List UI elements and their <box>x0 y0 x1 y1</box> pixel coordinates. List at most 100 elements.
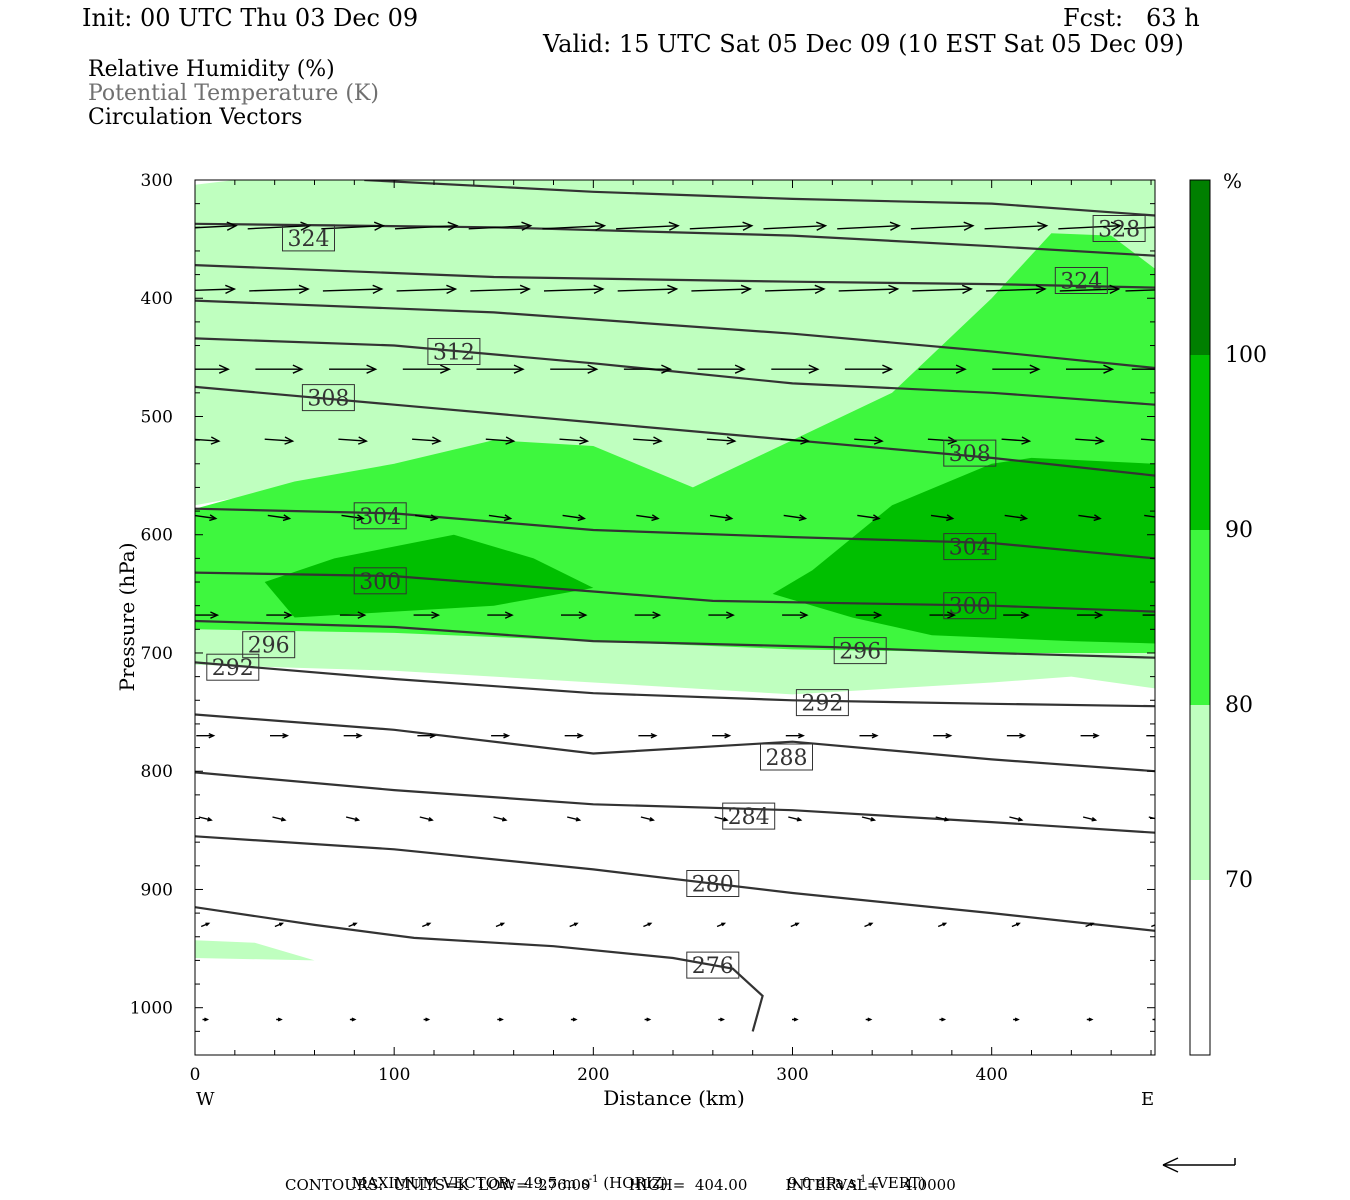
vert-vector-text: 9.0 dPa s <box>787 1174 857 1192</box>
circulation-vector <box>1142 614 1155 616</box>
circulation-vector <box>249 284 310 295</box>
circulation-vector <box>910 221 975 231</box>
circulation-vector <box>771 364 820 374</box>
circulation-vector <box>709 514 734 522</box>
circulation-vector <box>697 364 746 374</box>
colorbar-bin-80 <box>1190 530 1210 705</box>
circulation-vector <box>195 436 221 445</box>
svg-text:276: 276 <box>692 954 734 979</box>
circulation-vector <box>491 732 511 739</box>
circulation-vector <box>1146 735 1155 737</box>
circulation-vector <box>476 364 525 374</box>
svg-text:328: 328 <box>1098 218 1140 243</box>
circulation-vector <box>708 611 735 619</box>
circulation-vector <box>689 221 754 231</box>
circulation-vector <box>716 922 727 928</box>
colorbar-label-80: 80 <box>1225 693 1253 718</box>
circulation-vector <box>1125 289 1155 292</box>
circulation-vector <box>1151 924 1155 928</box>
circulation-vector <box>195 221 238 231</box>
y-tick-label: 900 <box>141 880 173 900</box>
circulation-vector <box>1009 816 1024 822</box>
circulation-vector <box>321 221 386 231</box>
vert-vector-note: 9.0 dPa s-1 (VERT) <box>778 1156 926 1192</box>
y-tick-label: 600 <box>141 526 173 546</box>
contour-label-292: 292 <box>795 689 849 717</box>
circulation-vector <box>1131 368 1155 370</box>
circulation-vector <box>274 922 284 928</box>
circulation-vector <box>638 732 658 739</box>
circulation-vector <box>691 284 753 295</box>
circulation-vector <box>854 436 884 445</box>
y-tick-label: 700 <box>141 644 173 664</box>
circulation-vector <box>202 1017 210 1022</box>
colorbar-label-100: 100 <box>1225 343 1267 368</box>
x-axis-title: Distance (km) <box>603 1086 745 1110</box>
circulation-vector <box>255 364 304 374</box>
theta-contour-316 <box>195 299 1155 370</box>
theta-contour-320 <box>195 264 1155 289</box>
circulation-vector <box>937 922 948 928</box>
circulation-vector <box>929 611 957 619</box>
contour-label-324: 324 <box>1054 267 1108 295</box>
rh-region-90-100-4 <box>772 457 1155 644</box>
contour-label-288: 288 <box>760 743 813 771</box>
y-axis-title: Pressure (hPa) <box>115 543 139 692</box>
contour-label-308: 308 <box>301 384 355 412</box>
svg-text:284: 284 <box>728 805 770 830</box>
colorbar-label-90: 90 <box>1225 518 1253 543</box>
svg-text:312: 312 <box>433 341 475 366</box>
theta-contour-312 <box>195 337 1155 406</box>
circulation-vector <box>564 732 584 739</box>
vert-vector-tail: (VERT) <box>866 1174 926 1192</box>
colorbar: % 100 90 80 70 <box>1189 169 1267 1056</box>
circulation-vector <box>617 284 679 295</box>
circulation-vector <box>1075 436 1105 445</box>
circulation-vector <box>790 922 800 928</box>
circulation-vector <box>266 611 293 619</box>
circulation-vector <box>402 364 452 374</box>
circulation-vector <box>933 732 953 739</box>
circulation-vector <box>992 364 1041 374</box>
max-vector-text: MAXIMUM VECTOR: 49.5 m s <box>351 1174 589 1192</box>
colorbar-bin-90 <box>1190 355 1210 530</box>
circulation-vector <box>422 922 432 928</box>
contour-label-328: 328 <box>1092 215 1146 243</box>
circulation-vector <box>986 284 1047 295</box>
circulation-vector <box>267 514 292 522</box>
circulation-vector <box>493 816 508 822</box>
circulation-vector <box>782 611 809 619</box>
circulation-vector <box>470 284 531 295</box>
theta-contour-288 <box>195 713 1155 773</box>
circulation-vector <box>616 221 680 231</box>
circulation-vector <box>633 436 663 445</box>
circulation-vector <box>1082 816 1098 822</box>
circulation-vector <box>497 1017 504 1022</box>
svg-text:288: 288 <box>766 746 808 771</box>
forecast-hour: Fcst: 63 h <box>1063 4 1200 32</box>
circulation-vector <box>1148 816 1155 820</box>
circulation-vector <box>1076 611 1104 619</box>
circulation-vector <box>1004 514 1029 522</box>
contour-label-276: 276 <box>686 951 740 979</box>
circulation-vector <box>322 284 384 295</box>
circulation-vector <box>718 1017 726 1022</box>
circulation-vector <box>1140 438 1155 441</box>
circulation-vector <box>570 1017 578 1022</box>
theta-contour-328 <box>364 180 1155 217</box>
circulation-vector <box>276 1017 283 1022</box>
circulation-vector <box>1011 922 1021 928</box>
reference-vector-arrow-icon <box>1162 1157 1236 1173</box>
contours-note: CONTOURS: UNITS=K LOW= 276.00 HIGH= 404.… <box>285 1176 956 1194</box>
circulation-vector <box>348 922 358 928</box>
circulation-vector <box>792 1017 799 1022</box>
rh-region-90-100-5 <box>264 534 594 618</box>
circulation-vector <box>640 816 655 822</box>
circulation-vector <box>343 732 363 739</box>
circulation-vector <box>341 514 365 522</box>
valid-time: Valid: 15 UTC Sat 05 Dec 09 (10 EST Sat … <box>543 30 1184 58</box>
circulation-vector <box>349 1017 357 1022</box>
circulation-vector <box>634 611 662 619</box>
circulation-vector <box>1080 732 1100 739</box>
circulation-vector <box>468 221 533 231</box>
